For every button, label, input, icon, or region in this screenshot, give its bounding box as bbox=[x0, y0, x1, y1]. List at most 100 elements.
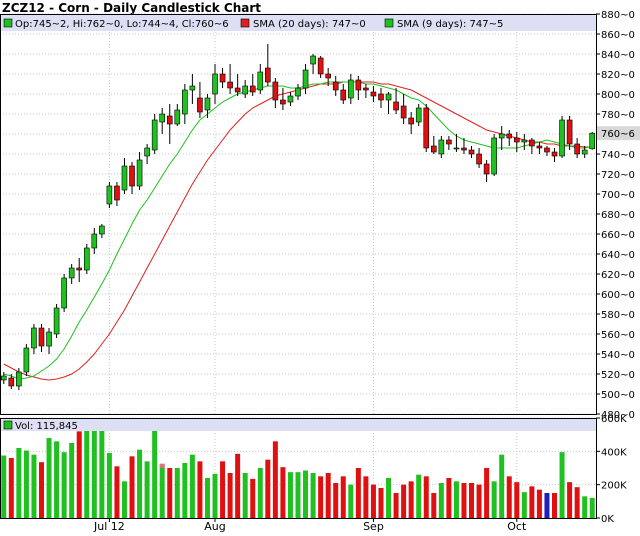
volume-bar bbox=[287, 472, 293, 518]
x-tick-label: Jul 12 bbox=[93, 520, 125, 533]
sma20-legend-text: SMA (20 days): 747~0 bbox=[253, 19, 366, 30]
y-tick-label: 680~0 bbox=[601, 210, 635, 221]
volume-bar bbox=[174, 468, 180, 518]
candle-body bbox=[559, 119, 565, 157]
volume-bar bbox=[121, 481, 127, 518]
x-tick-label: Oct bbox=[507, 520, 527, 533]
volume-marker bbox=[159, 463, 165, 468]
volume-bar bbox=[16, 448, 22, 518]
candle-body bbox=[581, 149, 588, 155]
volume-bar bbox=[250, 478, 256, 518]
candle-body bbox=[166, 115, 173, 125]
volume-bar bbox=[295, 472, 301, 518]
candle-body bbox=[430, 145, 437, 153]
candle-body bbox=[574, 143, 580, 155]
volume-bar bbox=[84, 424, 90, 518]
candle-body bbox=[400, 105, 407, 119]
y-tick-label: 520~0 bbox=[601, 370, 635, 381]
volume-bar bbox=[220, 461, 226, 518]
candle-body bbox=[461, 147, 467, 151]
volume-bar bbox=[476, 484, 482, 518]
candle-body bbox=[325, 73, 331, 79]
candle-body bbox=[53, 307, 60, 335]
volume-bar bbox=[167, 468, 173, 518]
volume-bar bbox=[235, 453, 241, 518]
volume-bar bbox=[61, 452, 67, 518]
candle-body bbox=[242, 85, 248, 95]
candle-body bbox=[378, 93, 384, 101]
volume-tick-label: 200K bbox=[601, 481, 627, 492]
price-legend-bar bbox=[1, 15, 596, 31]
volume-legend-text: Vol: 115,845 bbox=[15, 421, 78, 432]
y-tick-label: 660~0 bbox=[601, 230, 635, 241]
volume-legend-bar bbox=[1, 419, 596, 431]
volume-bar bbox=[506, 476, 512, 518]
candle-body bbox=[83, 247, 90, 271]
candle-body bbox=[423, 107, 430, 149]
volume-bar bbox=[469, 483, 475, 518]
volume-bar bbox=[544, 493, 550, 518]
candle-body bbox=[295, 87, 301, 97]
candle-body bbox=[204, 97, 211, 111]
candle-body bbox=[370, 91, 377, 97]
volume-bar bbox=[272, 441, 278, 518]
volume-bar bbox=[212, 473, 218, 518]
volume-bar bbox=[23, 450, 29, 518]
candle-body bbox=[566, 119, 573, 145]
candle-body bbox=[340, 89, 347, 101]
candle-body bbox=[129, 165, 135, 187]
volume-bar bbox=[325, 473, 331, 518]
volume-bar bbox=[514, 482, 520, 518]
candle-body bbox=[536, 145, 543, 149]
volume-legend-swatch bbox=[3, 420, 13, 430]
volume-bar bbox=[386, 478, 392, 518]
volume-bar bbox=[182, 463, 188, 518]
candle-body bbox=[476, 153, 482, 165]
volume-bar bbox=[144, 461, 150, 518]
candle-body bbox=[551, 151, 558, 157]
volume-bar bbox=[76, 431, 82, 518]
candle-body bbox=[151, 119, 158, 151]
price-panel-frame bbox=[0, 14, 597, 415]
volume-bar bbox=[529, 486, 535, 518]
volume-bar bbox=[574, 487, 580, 518]
volume-bar bbox=[318, 476, 324, 518]
candle-body bbox=[363, 87, 369, 91]
volume-bar bbox=[152, 424, 158, 518]
volume-bar bbox=[589, 498, 595, 518]
volume-bar bbox=[114, 466, 120, 518]
volume-bar bbox=[582, 496, 588, 518]
volume-bar bbox=[137, 449, 143, 518]
candle-body bbox=[446, 139, 452, 145]
candle-body bbox=[310, 55, 316, 65]
candle-body bbox=[249, 85, 256, 93]
volume-bar bbox=[257, 468, 263, 518]
candle-body bbox=[182, 89, 188, 115]
y-tick-label: 600~0 bbox=[601, 290, 635, 301]
y-tick-label: 860~0 bbox=[601, 30, 635, 41]
sma20-legend-swatch bbox=[240, 18, 250, 28]
y-tick-label: 840~0 bbox=[601, 50, 635, 61]
chart-title: ZCZ12 - Corn - Daily Candlestick Chart bbox=[2, 1, 262, 15]
candle-body bbox=[498, 133, 505, 139]
candle-body bbox=[136, 159, 143, 187]
volume-bar bbox=[521, 492, 527, 518]
candle-body bbox=[438, 139, 445, 155]
candle-body bbox=[529, 139, 535, 147]
y-tick-label: 700~0 bbox=[601, 190, 635, 201]
volume-bar bbox=[559, 452, 565, 518]
volume-bar bbox=[340, 476, 346, 518]
y-tick-label: 480~0 bbox=[601, 410, 635, 421]
volume-bar bbox=[333, 483, 339, 518]
candle-body bbox=[159, 113, 166, 123]
volume-bar bbox=[499, 454, 505, 518]
y-tick-label: 500~0 bbox=[601, 390, 635, 401]
volume-bar bbox=[54, 441, 60, 518]
candle-body bbox=[589, 132, 596, 150]
candle-body bbox=[415, 107, 422, 123]
volume-bar bbox=[91, 428, 97, 518]
sma9-legend-text: SMA (9 days): 747~5 bbox=[397, 19, 503, 30]
volume-bar bbox=[423, 476, 429, 518]
candle-body bbox=[61, 277, 67, 309]
